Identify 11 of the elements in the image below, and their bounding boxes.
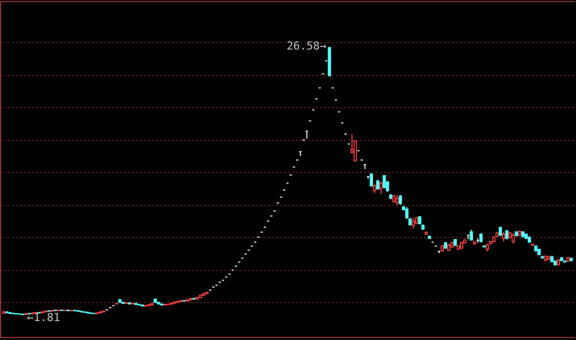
candlestick: [379, 180, 383, 194]
annotation: 26.58→: [286, 40, 327, 53]
candlestick: [412, 217, 415, 230]
candlestick: [396, 194, 399, 206]
candlestick: [382, 175, 386, 190]
annotation: ←1.81: [27, 311, 60, 324]
candlestick: [370, 172, 373, 187]
candlestick: [498, 226, 502, 237]
candlestick: [512, 232, 515, 244]
candlestick: [502, 231, 506, 242]
candlestick: [398, 194, 402, 206]
